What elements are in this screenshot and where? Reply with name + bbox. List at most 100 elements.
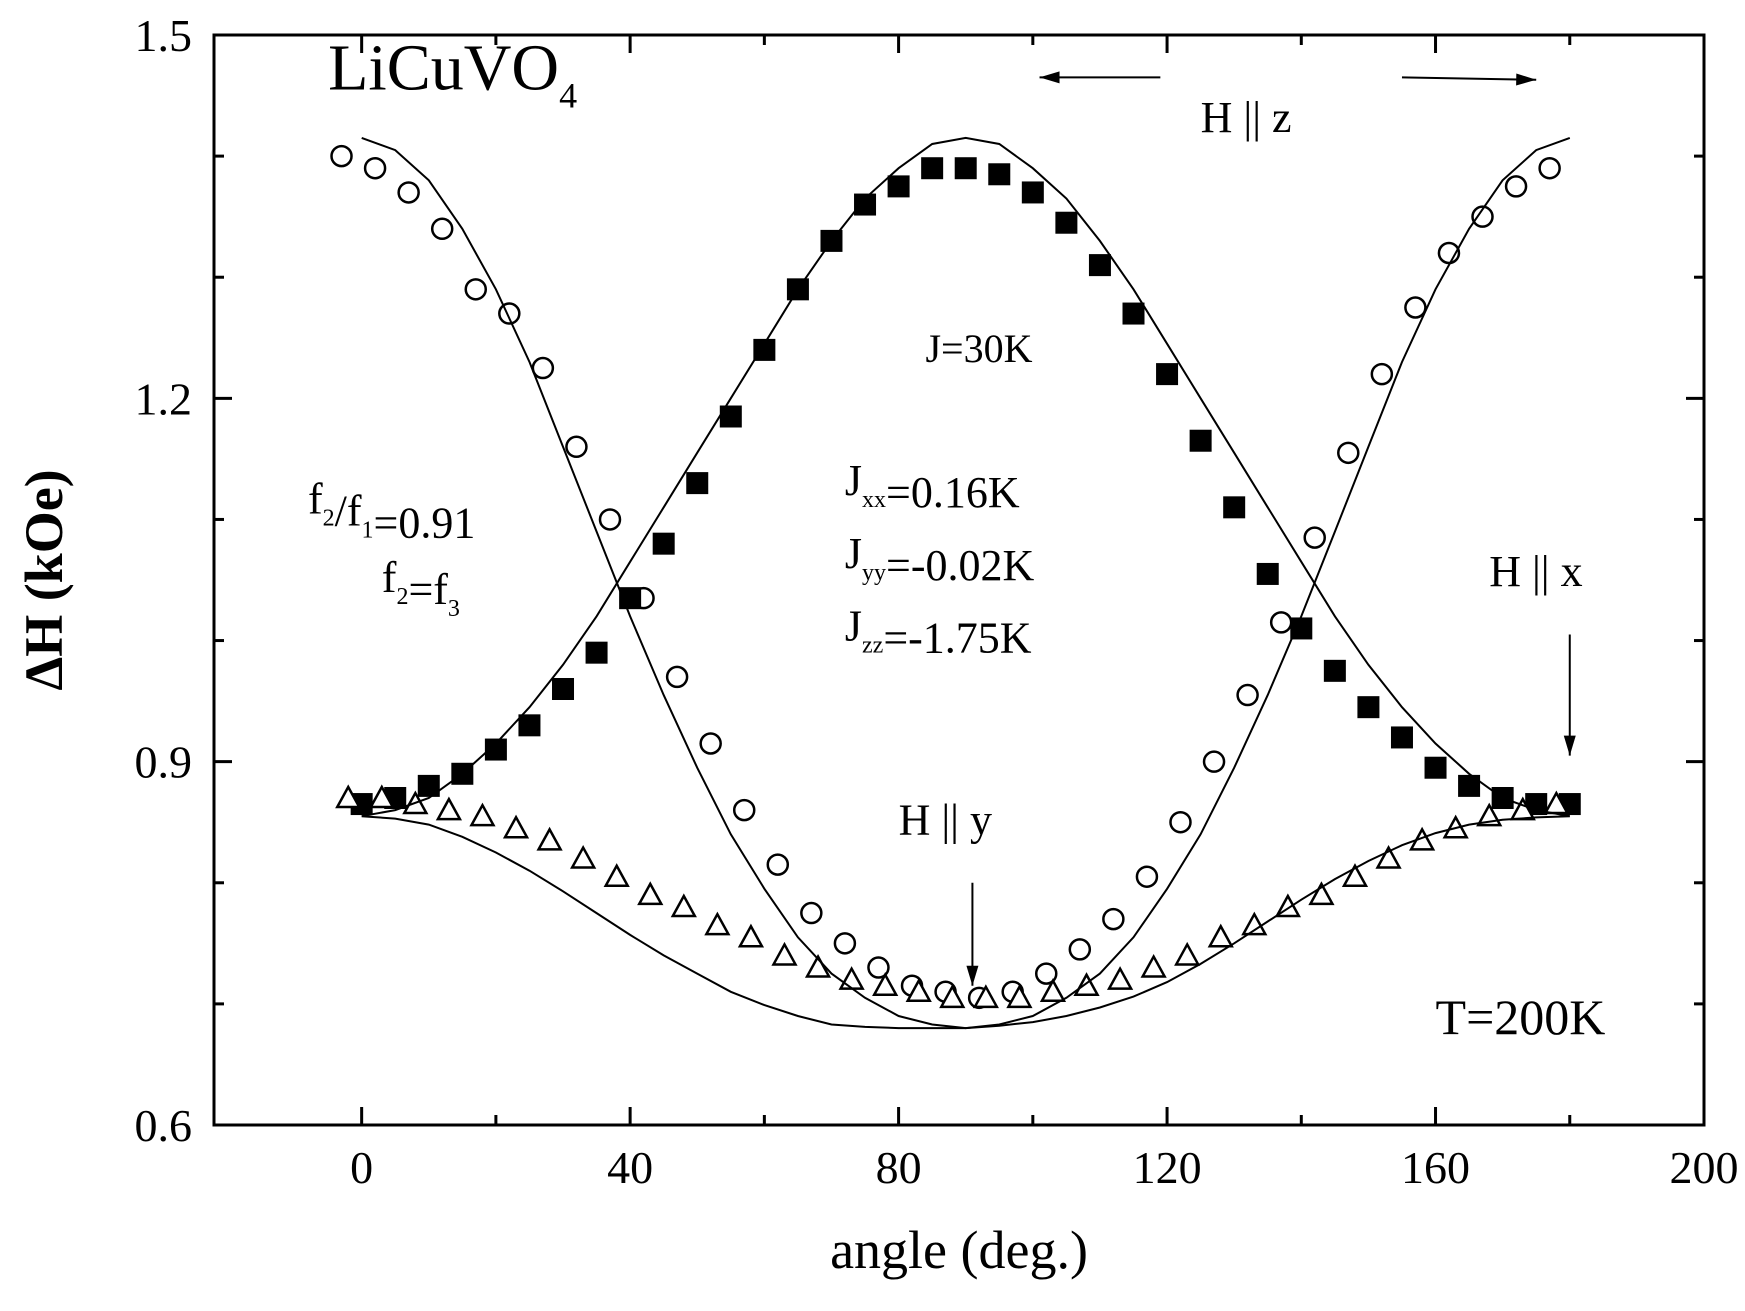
filled-square-point <box>350 793 373 816</box>
open-circle-point <box>1068 938 1092 961</box>
annotation: H || x <box>1489 547 1582 596</box>
annotation-layer: LiCuVO4 H || zJ=30Kf2/f1=0.91f2=f3Jxx=0.1… <box>308 32 1605 1046</box>
filled-square-point <box>1256 562 1279 585</box>
filled-square-point <box>484 738 507 761</box>
annotation-text: =-0.02K <box>886 541 1034 590</box>
x-tick-label: 80 <box>876 1142 922 1193</box>
open-circle-point <box>867 956 890 979</box>
open-triangle-point <box>1174 941 1201 966</box>
open-circle-point <box>833 932 857 955</box>
open-circle-point <box>1337 441 1360 465</box>
open-circle-point <box>565 435 588 459</box>
open-triangle-point <box>1341 863 1369 887</box>
open-circle-point <box>397 181 420 204</box>
open-triangle-point <box>1106 966 1134 990</box>
annotation-text: H || x <box>1489 547 1582 596</box>
open-circle-point <box>1169 810 1192 834</box>
open-triangle-point <box>570 844 597 869</box>
open-triangle-point <box>670 893 697 918</box>
open-triangle-point <box>1241 911 1268 936</box>
open-circle-point <box>330 144 353 168</box>
open-triangle-point <box>939 984 966 1009</box>
annotation: H || y <box>899 795 992 844</box>
annotation: Jxx=0.16K <box>845 456 1020 517</box>
open-circle-point <box>1370 362 1394 386</box>
annotation-subscript: 3 <box>448 596 460 622</box>
filled-square-point <box>1122 302 1145 325</box>
open-circle-point <box>1404 296 1427 319</box>
filled-square-point <box>518 714 541 737</box>
open-circle-point <box>665 665 689 689</box>
open-circle-point <box>1236 683 1259 707</box>
x-tick-label: 40 <box>607 1142 653 1193</box>
filled-square-point <box>417 774 440 797</box>
filled-square-point <box>719 405 742 428</box>
annotation-text: f <box>308 474 323 523</box>
open-circle-point <box>430 217 454 241</box>
open-triangle-point <box>603 863 630 887</box>
filled-square-point <box>1021 181 1044 204</box>
plot-frame <box>212 33 1706 1127</box>
arrow-down-x-head <box>1563 735 1576 756</box>
filled-square-point <box>1525 793 1548 816</box>
arrow-right-head <box>1516 73 1537 86</box>
annotation-text: H || z <box>1201 93 1292 142</box>
open-triangle-point <box>872 972 899 996</box>
annotation-text: =0.91 <box>374 498 476 547</box>
filled-square-point <box>1189 429 1212 452</box>
annotation: f2/f1=0.91 <box>308 474 475 547</box>
open-circle-point <box>1135 865 1159 888</box>
y-tick-label: 0.9 <box>135 737 193 788</box>
annotation-text: f <box>382 553 397 602</box>
filled-square-point <box>1223 496 1246 519</box>
annotation-text: J <box>845 529 862 578</box>
filled-square-point <box>921 157 944 180</box>
y-tick-label: 1.2 <box>135 373 193 424</box>
filled-square-point <box>1323 659 1346 682</box>
annotation-subscript: 1 <box>362 517 374 543</box>
annotation-subscript: zz <box>862 633 883 659</box>
open-circle-point <box>531 356 555 380</box>
annotation-subscript: 2 <box>396 584 408 610</box>
open-circle-point <box>699 732 722 755</box>
annotation: LiCuVO4 <box>328 32 577 116</box>
filled-square-point <box>1357 696 1380 719</box>
fit-curve <box>361 815 1570 1030</box>
y-axis-label: ΔH (kOe) <box>14 469 74 690</box>
annotation: Jyy=-0.02K <box>845 529 1035 590</box>
annotation: H || z <box>1201 93 1292 142</box>
open-triangle-point <box>536 826 563 851</box>
filled-square-point <box>1088 254 1111 277</box>
fit-curve <box>361 136 1570 818</box>
annotation-text: /f <box>335 486 362 535</box>
open-circle-point <box>1202 750 1226 773</box>
open-triangle-point <box>335 784 362 809</box>
x-tick-label: 120 <box>1133 1142 1202 1193</box>
open-circle-point <box>1035 962 1058 985</box>
open-triangle-point <box>838 966 865 990</box>
open-triangle-point <box>1073 972 1100 996</box>
annotation-text: H || y <box>899 795 992 844</box>
annotation-text: J <box>845 456 862 505</box>
open-triangle-point <box>972 984 999 1009</box>
open-circle-point <box>800 901 823 925</box>
arrow-layer <box>966 71 1576 986</box>
annotation-text: =f <box>408 565 448 614</box>
filled-square-point <box>552 678 575 700</box>
open-triangle-point <box>1408 826 1436 851</box>
open-circle-point <box>1102 907 1125 931</box>
filled-square-point <box>988 163 1011 186</box>
open-triangle-point <box>1375 844 1402 869</box>
open-triangle-point <box>804 953 832 978</box>
annotation-text: LiCuVO <box>328 32 559 105</box>
annotation-text: T=200K <box>1436 989 1606 1045</box>
annotation: f2=f3 <box>382 553 460 622</box>
open-circle-point <box>598 508 622 531</box>
open-circle-point <box>766 853 790 876</box>
arrow-right <box>1401 76 1537 81</box>
annotation-text: =0.16K <box>886 468 1020 517</box>
open-triangle-point <box>1140 953 1167 978</box>
open-circle-point <box>1303 526 1326 549</box>
annotation-text: =-1.75K <box>883 614 1031 663</box>
